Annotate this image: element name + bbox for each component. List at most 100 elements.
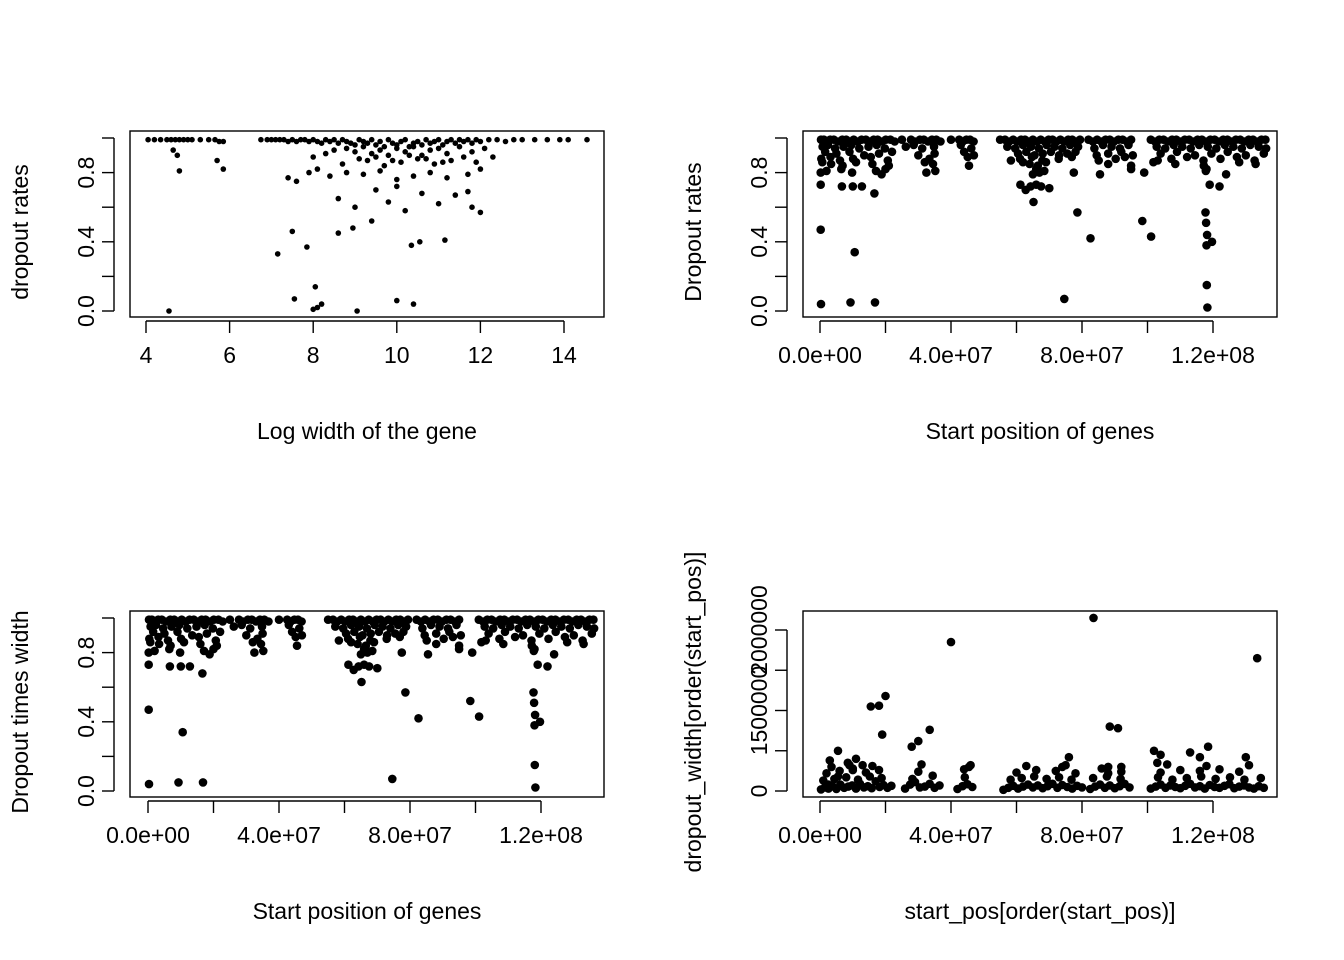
- data-point: [144, 705, 153, 714]
- data-point: [1017, 773, 1026, 783]
- data-point: [535, 717, 545, 727]
- data-point: [1097, 764, 1106, 773]
- data-point: [439, 634, 449, 644]
- data-point: [180, 136, 187, 143]
- data-point: [259, 646, 268, 656]
- data-point: [297, 617, 306, 626]
- data-point: [369, 637, 379, 647]
- data-point: [442, 237, 448, 243]
- data-point: [335, 230, 342, 236]
- data-point: [1220, 140, 1230, 150]
- data-point: [1195, 752, 1205, 762]
- data-point: [194, 632, 204, 642]
- data-point: [258, 629, 267, 638]
- data-point: [176, 662, 186, 671]
- data-point: [435, 136, 442, 143]
- data-point: [866, 702, 876, 711]
- data-point: [1223, 147, 1232, 157]
- x-tick-label: 6: [223, 342, 236, 368]
- y-tick-label: 0.0: [73, 775, 99, 807]
- data-point: [354, 308, 360, 314]
- data-point: [1120, 152, 1130, 162]
- data-point: [887, 781, 896, 791]
- y-tick-label: 0.8: [73, 637, 99, 669]
- x-tick-label: 4.0e+07: [909, 822, 993, 848]
- data-point: [1006, 156, 1016, 165]
- data-point: [1252, 653, 1262, 663]
- data-point: [310, 154, 317, 160]
- x-tick-label: 10: [384, 342, 410, 368]
- data-point: [196, 639, 205, 649]
- data-point: [469, 140, 475, 146]
- data-point: [1067, 152, 1077, 162]
- data-point: [1103, 149, 1113, 158]
- data-point: [908, 774, 917, 784]
- data-point: [1259, 783, 1269, 793]
- data-point: [395, 632, 405, 642]
- data-point: [389, 157, 396, 164]
- data-point: [1149, 157, 1158, 167]
- data-point: [418, 624, 427, 633]
- data-point: [1018, 140, 1028, 150]
- data-point: [374, 627, 384, 637]
- data-point: [907, 742, 916, 751]
- data-point: [874, 765, 884, 775]
- data-point: [848, 765, 858, 775]
- data-point: [497, 620, 507, 630]
- data-point: [150, 646, 159, 656]
- data-point: [448, 632, 458, 642]
- data-points: [144, 615, 599, 792]
- data-point: [1229, 142, 1238, 151]
- x-axis-label: Log width of the gene: [257, 418, 477, 444]
- data-point: [897, 135, 907, 144]
- data-point: [346, 637, 356, 647]
- x-axis: 0.0e+00 4.0e+07 8.0e+07 1.2e+08: [106, 800, 583, 848]
- data-point: [1202, 164, 1211, 174]
- data-point: [322, 150, 329, 157]
- data-point: [859, 151, 869, 160]
- data-point: [335, 195, 342, 202]
- data-point: [901, 142, 911, 151]
- data-point: [352, 204, 358, 210]
- data-point: [200, 620, 209, 630]
- data-point: [353, 639, 362, 649]
- data-point: [551, 627, 560, 637]
- data-point: [352, 142, 358, 148]
- data-point: [499, 639, 508, 649]
- data-point: [452, 192, 459, 198]
- data-point: [419, 190, 425, 197]
- data-point: [486, 136, 492, 143]
- data-point: [1045, 183, 1054, 193]
- x-axis: 0.0e+00 4.0e+07 8.0e+07 1.2e+08: [778, 320, 1255, 368]
- data-point: [529, 688, 538, 697]
- data-point: [562, 637, 572, 647]
- data-point: [277, 136, 283, 143]
- data-point: [209, 644, 218, 654]
- x-axis: 0.0e+00 4.0e+07 8.0e+07 1.2e+08: [778, 800, 1255, 848]
- data-point: [1128, 151, 1138, 160]
- data-point: [823, 780, 833, 789]
- data-point: [1042, 140, 1051, 150]
- data-point: [1237, 144, 1247, 153]
- data-point: [881, 164, 890, 174]
- data-point: [846, 298, 855, 307]
- data-point: [867, 783, 876, 793]
- data-point: [166, 308, 172, 314]
- data-point: [544, 634, 553, 644]
- data-point: [816, 299, 826, 309]
- data-point: [335, 140, 342, 146]
- data-point: [359, 644, 369, 654]
- data-point: [874, 701, 884, 710]
- data-point: [1090, 144, 1099, 153]
- data-point: [248, 637, 258, 647]
- data-points: [816, 135, 1271, 312]
- data-point: [402, 149, 409, 155]
- data-point: [531, 136, 538, 143]
- data-point: [1073, 208, 1082, 217]
- x-axis-label: start_pos[order(start_pos)]: [904, 898, 1175, 924]
- data-point: [348, 140, 354, 146]
- data-point: [144, 779, 154, 789]
- data-point: [533, 660, 542, 669]
- data-point: [1215, 765, 1224, 774]
- data-point: [822, 166, 831, 176]
